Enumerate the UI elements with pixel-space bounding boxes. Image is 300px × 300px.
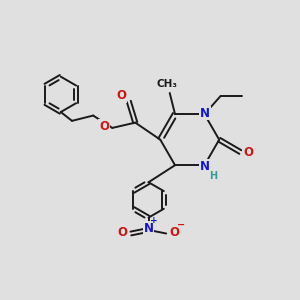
Text: O: O: [116, 89, 126, 102]
Text: −: −: [177, 220, 185, 230]
Text: N: N: [200, 106, 210, 119]
Text: O: O: [118, 226, 128, 239]
Text: CH₃: CH₃: [157, 79, 178, 89]
Text: O: O: [169, 226, 179, 239]
Text: O: O: [243, 146, 253, 159]
Text: N: N: [200, 160, 210, 173]
Text: N: N: [143, 222, 154, 235]
Text: +: +: [150, 216, 158, 225]
Text: O: O: [99, 120, 109, 133]
Text: H: H: [209, 171, 218, 182]
